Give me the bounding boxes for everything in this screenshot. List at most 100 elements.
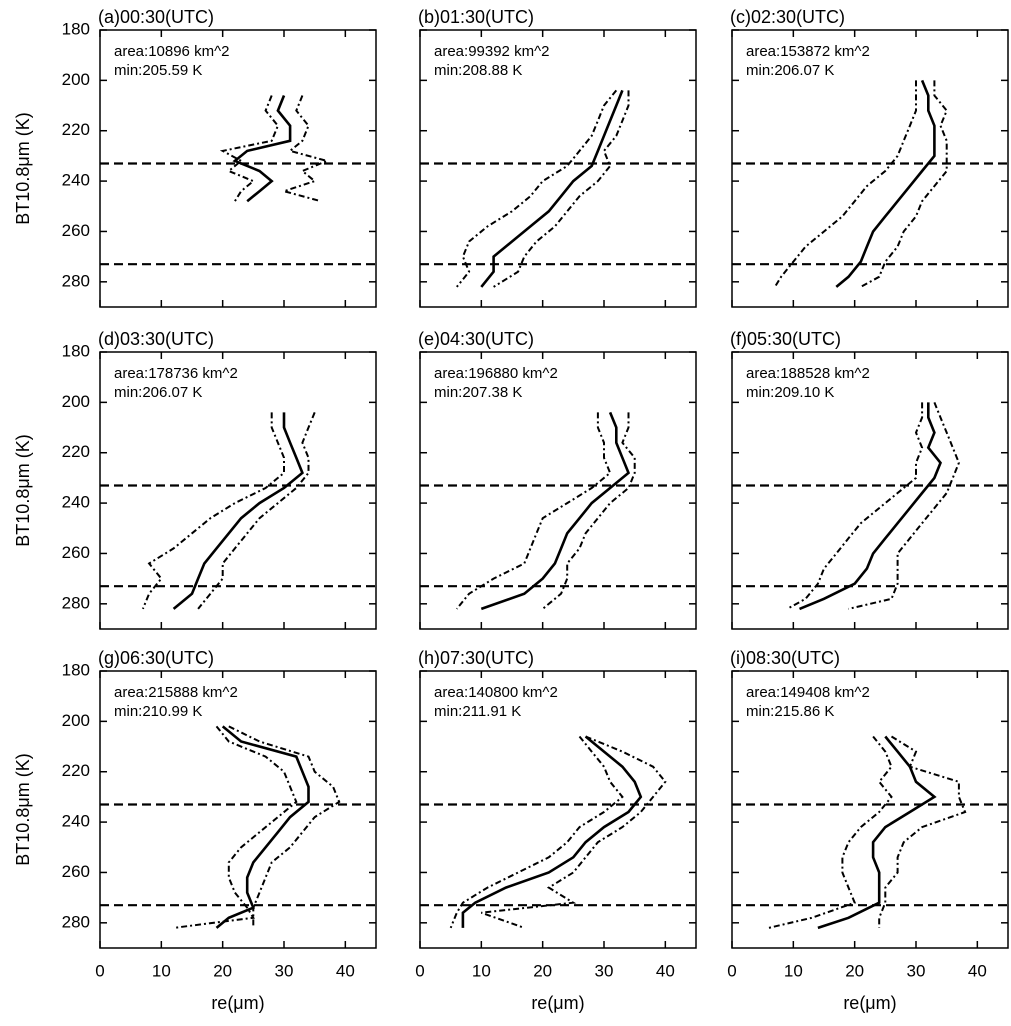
- solid-line: [215, 725, 310, 929]
- panel-title: (g)06:30(UTC): [98, 648, 214, 668]
- y-tick-label: 260: [62, 862, 90, 881]
- panel-title: (d)03:30(UTC): [98, 329, 214, 349]
- annotation: min:205.59 K: [114, 62, 202, 79]
- annotation: min:206.07 K: [114, 384, 202, 401]
- dashed-line: [197, 412, 316, 610]
- y-axis-label: BT10.8μm (K): [13, 434, 33, 546]
- dashed-line: [768, 735, 893, 929]
- y-tick-label: 200: [62, 70, 90, 89]
- solid-line: [480, 89, 624, 288]
- panel-title: (f)05:30(UTC): [730, 329, 841, 349]
- dashed-line: [493, 90, 630, 288]
- y-axis-label: BT10.8μm (K): [13, 753, 33, 865]
- dashed-line: [219, 95, 280, 202]
- solid-line: [461, 735, 643, 928]
- y-tick-label: 220: [62, 120, 90, 139]
- y-tick-label: 240: [62, 493, 90, 512]
- annotation: area:178736 km^2: [114, 365, 238, 382]
- dashed-line: [542, 412, 636, 610]
- y-tick-label: 280: [62, 593, 90, 612]
- solid-line: [172, 412, 304, 610]
- plot-frame: [419, 29, 697, 308]
- annotation: min:209.10 K: [746, 384, 834, 401]
- x-tick-label: 10: [152, 961, 171, 980]
- annotation: area:153872 km^2: [746, 43, 870, 60]
- solid-line: [480, 411, 631, 611]
- dashed-line: [774, 80, 917, 288]
- annotation: min:206.07 K: [746, 62, 834, 79]
- dashed-line: [228, 725, 341, 928]
- dashed-line: [456, 89, 618, 288]
- plot-frame: [419, 670, 697, 949]
- y-axis-label: BT10.8μm (K): [13, 112, 33, 224]
- solid-line: [817, 735, 937, 930]
- y-tick-label: 280: [62, 912, 90, 931]
- y-tick-label: 180: [62, 341, 90, 360]
- dashed-line: [848, 402, 960, 610]
- panel-title: (i)08:30(UTC): [730, 648, 840, 668]
- solid-line: [835, 79, 936, 288]
- plot-frame: [99, 351, 377, 630]
- dashed-line: [456, 412, 612, 610]
- x-tick-label: 0: [727, 961, 736, 980]
- annotation: area:99392 km^2: [434, 43, 549, 60]
- solid-line: [232, 95, 292, 203]
- plot-frame: [731, 351, 1009, 630]
- panel-title: (b)01:30(UTC): [418, 7, 534, 27]
- dashed-line: [480, 735, 667, 929]
- x-tick-label: 30: [595, 961, 614, 980]
- x-tick-label: 10: [784, 961, 803, 980]
- plot-frame: [99, 29, 377, 308]
- y-tick-label: 240: [62, 812, 90, 831]
- annotation: min:211.91 K: [434, 703, 521, 720]
- dashed-line: [141, 412, 285, 610]
- x-tick-label: 40: [336, 961, 355, 980]
- annotation: area:215888 km^2: [114, 684, 238, 701]
- plot-frame: [731, 29, 1009, 308]
- x-tick-label: 20: [213, 961, 232, 980]
- y-tick-label: 280: [62, 271, 90, 290]
- y-tick-label: 220: [62, 442, 90, 461]
- x-tick-label: 20: [845, 961, 864, 980]
- x-axis-label: re(μm): [531, 993, 584, 1013]
- plot-frame: [99, 670, 377, 949]
- dashed-line: [280, 95, 330, 203]
- annotation: min:208.88 K: [434, 62, 522, 79]
- plot-frame: [731, 670, 1009, 949]
- x-tick-label: 20: [533, 961, 552, 980]
- dashed-line: [878, 735, 967, 928]
- annotation: area:196880 km^2: [434, 365, 558, 382]
- annotation: min:207.38 K: [434, 384, 522, 401]
- y-tick-label: 240: [62, 171, 90, 190]
- y-tick-label: 260: [62, 543, 90, 562]
- panel-title: (a)00:30(UTC): [98, 7, 214, 27]
- x-tick-label: 0: [95, 961, 104, 980]
- y-tick-label: 180: [62, 19, 90, 38]
- dashed-line: [860, 80, 948, 288]
- x-tick-label: 40: [656, 961, 675, 980]
- x-tick-label: 30: [275, 961, 294, 980]
- x-tick-label: 10: [472, 961, 491, 980]
- annotation: area:149408 km^2: [746, 684, 870, 701]
- dashed-line: [449, 735, 624, 929]
- annotation: min:210.99 K: [114, 703, 202, 720]
- y-tick-label: 200: [62, 392, 90, 411]
- annotation: min:215.86 K: [746, 703, 834, 720]
- y-tick-label: 260: [62, 221, 90, 240]
- y-tick-label: 180: [62, 660, 90, 679]
- y-tick-label: 220: [62, 761, 90, 780]
- x-tick-label: 0: [415, 961, 424, 980]
- dashed-line: [173, 725, 298, 929]
- panel-title: (c)02:30(UTC): [730, 7, 845, 27]
- x-tick-label: 40: [968, 961, 987, 980]
- dashed-line: [786, 402, 924, 610]
- x-axis-label: re(μm): [843, 993, 896, 1013]
- x-tick-label: 30: [907, 961, 926, 980]
- annotation: area:10896 km^2: [114, 43, 229, 60]
- x-axis-label: re(μm): [211, 993, 264, 1013]
- plot-frame: [419, 351, 697, 630]
- y-tick-label: 200: [62, 711, 90, 730]
- solid-line: [799, 402, 942, 611]
